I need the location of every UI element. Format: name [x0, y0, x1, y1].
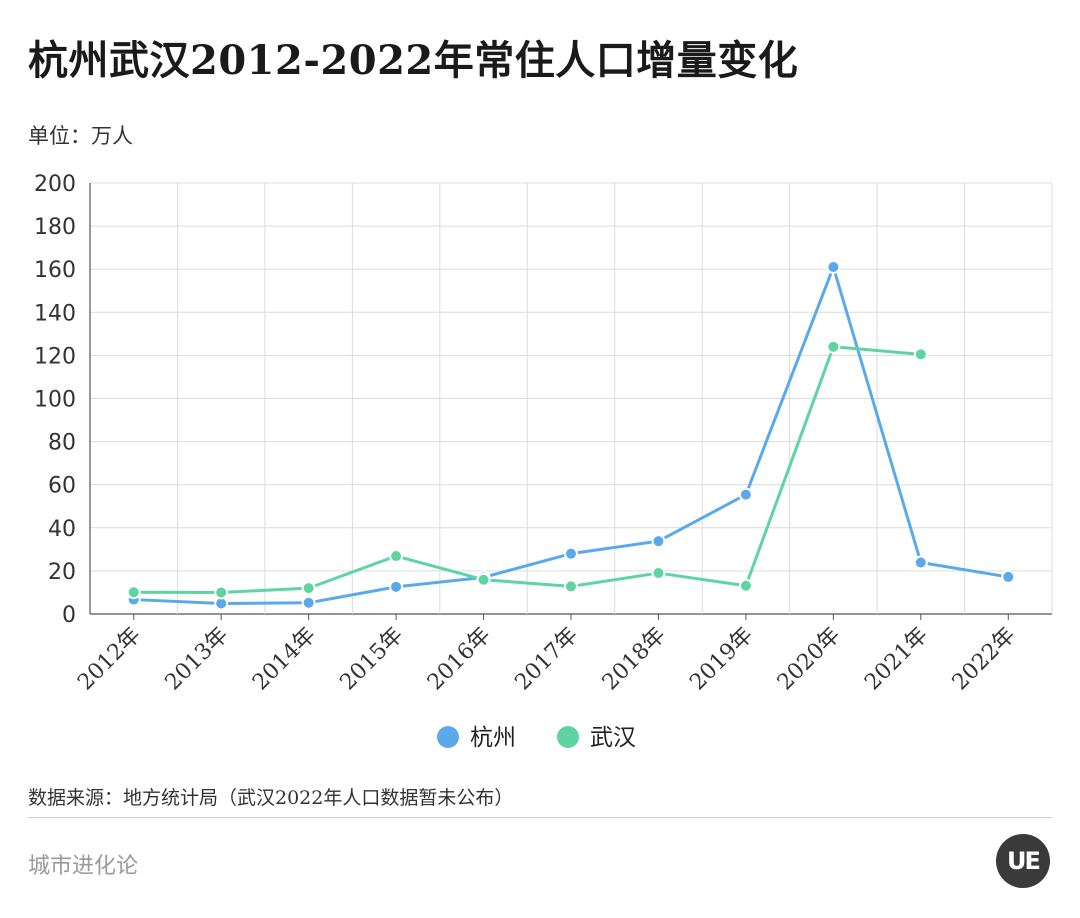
y-tick-label: 120	[34, 344, 76, 369]
brand-name: 城市进化论	[28, 854, 139, 879]
source-note: 数据来源：地方统计局（武汉2022年人口数据暂未公布）	[28, 787, 514, 809]
legend-label: 武汉	[590, 725, 636, 751]
data-point	[301, 595, 316, 610]
data-point	[301, 581, 316, 596]
series-line	[133, 345, 921, 594]
x-tick-label: 2013年	[161, 623, 234, 696]
data-point	[1001, 569, 1016, 584]
y-tick-label: 80	[48, 431, 76, 456]
x-axis-ticks: 2012年 2013年 2014年 2015年 2016年 2017年 2018年 2019年…	[73, 614, 1021, 696]
x-tick-label: 2021年	[860, 623, 933, 696]
data-point	[126, 585, 141, 600]
y-tick-label: 180	[34, 215, 76, 240]
x-tick-label: 2012年	[73, 623, 146, 696]
y-tick-label: 20	[48, 560, 76, 585]
footer-divider	[28, 817, 1052, 818]
y-tick-label: 200	[34, 172, 76, 197]
grid	[89, 182, 1053, 615]
series-group	[126, 260, 1016, 611]
x-tick-label: 2022年	[948, 623, 1021, 696]
data-point	[826, 260, 841, 275]
data-point	[651, 534, 666, 549]
data-point	[913, 347, 928, 362]
legend: 杭州 武汉	[437, 725, 636, 751]
data-point	[476, 572, 491, 587]
x-tick-label: 2020年	[773, 623, 846, 696]
y-tick-label: 100	[34, 388, 76, 413]
data-point	[389, 579, 404, 594]
x-tick-label: 2016年	[423, 623, 496, 696]
y-tick-label: 60	[48, 474, 76, 499]
y-tick-label: 0	[62, 603, 76, 628]
data-point	[826, 339, 841, 354]
data-point	[738, 487, 753, 502]
legend-marker	[557, 726, 579, 748]
x-tick-label: 2014年	[248, 623, 321, 696]
data-point	[738, 578, 753, 593]
brand-logo: UE	[996, 834, 1050, 888]
data-point	[564, 579, 578, 594]
x-tick-label: 2015年	[336, 623, 409, 696]
y-tick-label: 140	[34, 301, 76, 326]
legend-label: 杭州	[470, 725, 516, 751]
legend-marker	[437, 726, 459, 748]
x-tick-label: 2017年	[510, 623, 583, 696]
data-point	[913, 555, 928, 570]
y-tick-label: 40	[48, 517, 76, 542]
chart-title: 杭州武汉2012-2022年常住人口增量变化	[28, 37, 799, 84]
data-point	[214, 585, 229, 600]
data-point	[651, 566, 666, 581]
x-tick-label: 2018年	[598, 623, 671, 696]
data-point	[564, 546, 578, 561]
data-point	[389, 549, 404, 564]
y-axis-ticks: 0 20 40 60 80 100 120 140 160 180 200	[34, 172, 76, 628]
unit-label: 单位：万人	[28, 124, 133, 148]
y-tick-label: 160	[34, 258, 76, 283]
x-tick-label: 2019年	[685, 623, 758, 696]
